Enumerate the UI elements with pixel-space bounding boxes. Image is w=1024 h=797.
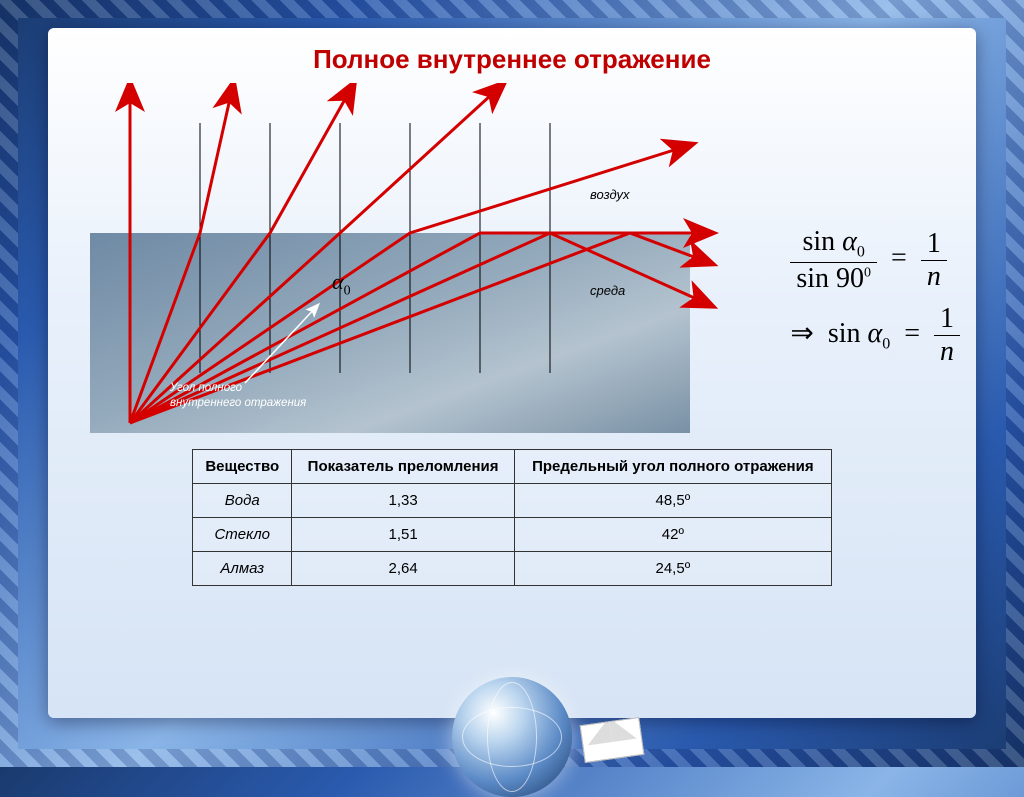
label-air: воздух bbox=[590, 187, 630, 202]
fn-n-2: n bbox=[940, 336, 954, 367]
table-cell: Алмаз bbox=[193, 552, 292, 586]
formula-row-1: sin α0 sin 900 = 1 n bbox=[790, 226, 960, 295]
table-cell: 42º bbox=[514, 518, 831, 552]
fn-sub0-1: 0 bbox=[857, 244, 865, 261]
table-cell: 1,33 bbox=[292, 484, 514, 518]
fn-sin-2: sin bbox=[796, 263, 829, 294]
fn-one-1: 1 bbox=[921, 228, 947, 261]
table-cell: 2,64 bbox=[292, 552, 514, 586]
fn-sin-3: sin bbox=[828, 318, 861, 349]
callout-line-1: Угол полного bbox=[170, 381, 306, 396]
fn-90: 90 bbox=[836, 263, 864, 294]
fn-one-2: 1 bbox=[934, 303, 960, 336]
formula-row-2: ⇒ sin α0 = 1 n bbox=[790, 303, 960, 368]
table-cell: Стекло bbox=[193, 518, 292, 552]
diagram-svg bbox=[70, 83, 730, 443]
callout-text: Угол полного внутреннего отражения bbox=[170, 381, 306, 411]
callout-line-2: внутреннего отражения bbox=[170, 396, 306, 411]
fn-n-1: n bbox=[927, 261, 941, 292]
table-row: Вода1,3348,5º bbox=[193, 484, 832, 518]
globe-decoration bbox=[452, 677, 572, 797]
th-index: Показатель преломления bbox=[292, 450, 514, 484]
label-medium: среда bbox=[590, 283, 625, 298]
alpha-symbol: α bbox=[332, 269, 344, 294]
fn-eq-2: = bbox=[904, 318, 920, 349]
fn-alpha-1: α bbox=[842, 226, 857, 257]
table-cell: 1,51 bbox=[292, 518, 514, 552]
fn-sup0: 0 bbox=[864, 265, 871, 280]
page-title: Полное внутреннее отражение bbox=[66, 44, 958, 75]
slide: Полное внутреннее отражение воздух среда… bbox=[48, 28, 976, 718]
reflection-diagram: воздух среда α0 Угол полного внутреннего… bbox=[70, 83, 710, 433]
table-cell: 48,5º bbox=[514, 484, 831, 518]
th-angle: Предельный угол полного отражения bbox=[514, 450, 831, 484]
materials-table: Вещество Показатель преломления Предельн… bbox=[192, 449, 832, 586]
formula-block: sin α0 sin 900 = 1 n ⇒ sin α0 = 1 n bbox=[790, 218, 960, 376]
th-substance: Вещество bbox=[193, 450, 292, 484]
table-cell: Вода bbox=[193, 484, 292, 518]
fn-alpha-2: α bbox=[868, 318, 883, 349]
angle-alpha-0: α0 bbox=[332, 269, 351, 299]
fn-implies: ⇒ bbox=[790, 318, 813, 349]
envelope-decoration bbox=[580, 717, 645, 763]
table-row: Алмаз2,6424,5º bbox=[193, 552, 832, 586]
fn-eq-1: = bbox=[891, 243, 907, 274]
table-cell: 24,5º bbox=[514, 552, 831, 586]
fn-sin-1: sin bbox=[802, 226, 835, 257]
fn-sub0-2: 0 bbox=[882, 335, 890, 352]
alpha-subscript: 0 bbox=[344, 283, 351, 298]
table-row: Стекло1,5142º bbox=[193, 518, 832, 552]
